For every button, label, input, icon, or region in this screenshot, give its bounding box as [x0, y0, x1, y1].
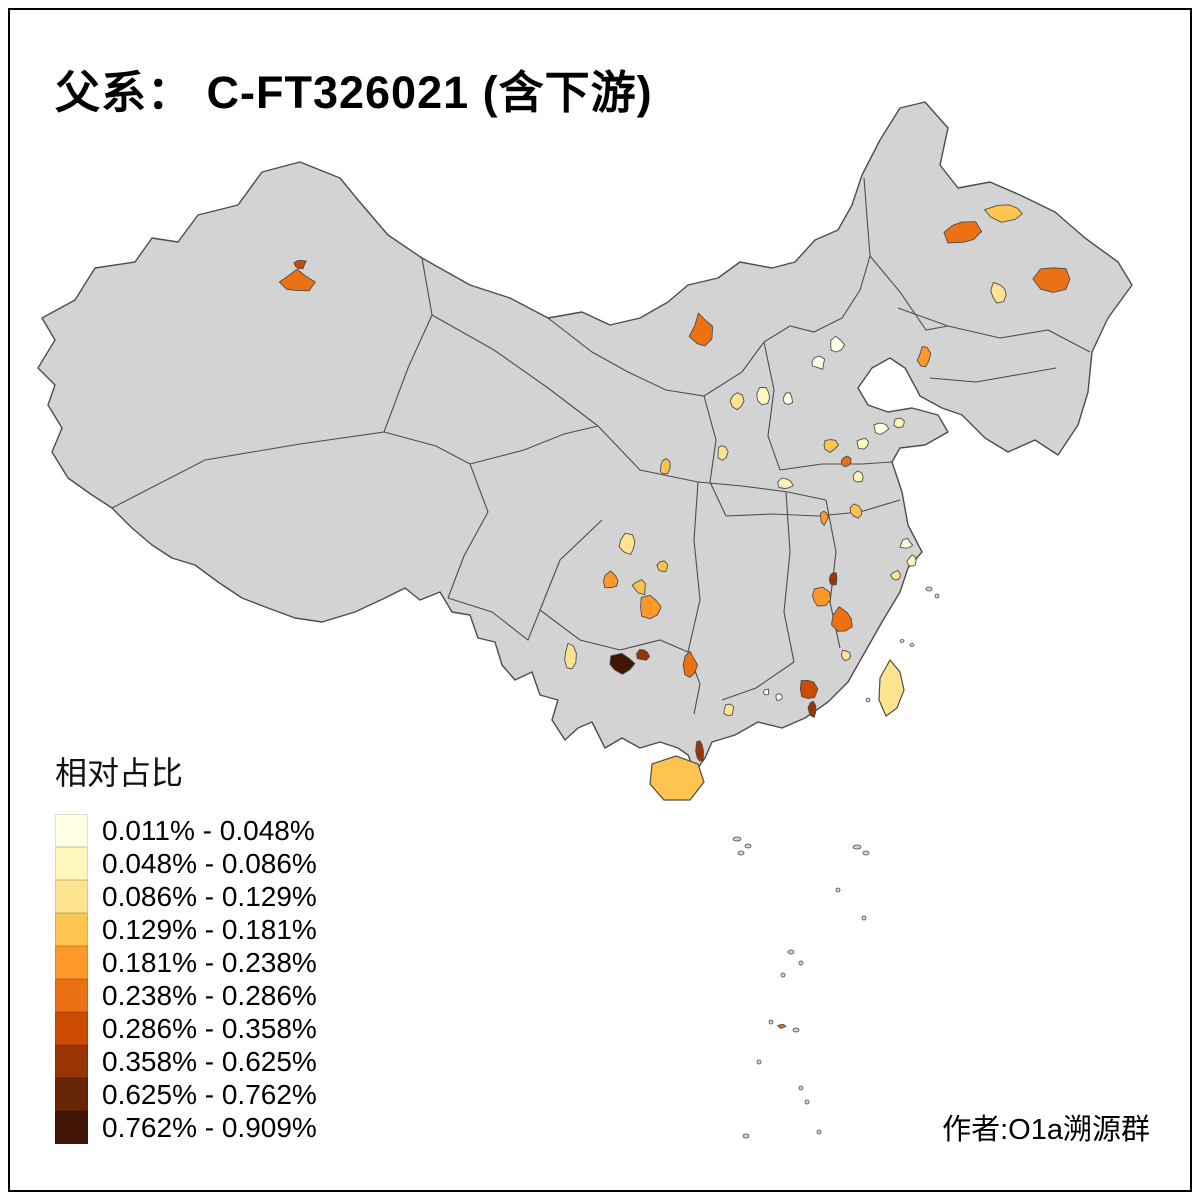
legend-label: 0.286% - 0.358% — [102, 1012, 317, 1044]
legend-label: 0.086% - 0.129% — [102, 880, 317, 912]
choropleth-region — [799, 679, 819, 699]
legend-entry: 0.358% - 0.625% — [55, 1045, 317, 1078]
legend-swatch — [55, 880, 88, 913]
choropleth-region — [1032, 267, 1071, 293]
hainan-island — [649, 755, 705, 801]
choropleth-region — [717, 445, 729, 461]
legend-entries: 0.011% - 0.048% 0.048% - 0.086% 0.086% - 0… — [55, 814, 317, 1144]
choropleth-region — [811, 355, 826, 370]
choropleth-region — [723, 703, 735, 717]
legend-entry: 0.762% - 0.909% — [55, 1111, 317, 1144]
choropleth-region — [631, 579, 646, 595]
choropleth-region — [830, 335, 846, 353]
choropleth-region — [756, 386, 771, 406]
legend-entry: 0.086% - 0.129% — [55, 880, 317, 913]
legend-swatch — [55, 814, 88, 847]
legend-label: 0.181% - 0.238% — [102, 946, 317, 978]
choropleth-region — [852, 470, 864, 483]
choropleth-region — [840, 455, 852, 468]
choropleth-region — [984, 204, 1023, 223]
choropleth-region — [873, 422, 890, 435]
legend-label: 0.011% - 0.048% — [102, 814, 315, 846]
choropleth-region — [777, 1023, 787, 1029]
choropleth-region — [831, 606, 853, 632]
choropleth-region — [688, 312, 714, 347]
legend-entry: 0.238% - 0.286% — [55, 979, 317, 1012]
taiwan-island — [878, 658, 905, 717]
legend-label: 0.762% - 0.909% — [102, 1111, 317, 1143]
legend-swatch — [55, 979, 88, 1012]
legend-swatch — [55, 1045, 88, 1078]
legend-swatch — [55, 913, 88, 946]
choropleth-region — [990, 281, 1007, 304]
legend: 相对占比 0.011% - 0.048% 0.048% - 0.086% 0.086… — [55, 748, 317, 1144]
legend-swatch — [55, 1012, 88, 1045]
choropleth-region — [775, 693, 783, 701]
choropleth-region — [695, 740, 704, 762]
legend-swatch — [55, 1078, 88, 1111]
legend-label: 0.048% - 0.086% — [102, 847, 317, 879]
choropleth-region — [812, 586, 832, 607]
choropleth-region — [849, 503, 863, 519]
small-islands — [732, 586, 940, 1139]
author-credit: 作者:O1a溯源群 — [942, 1114, 1150, 1146]
legend-swatch — [55, 847, 88, 880]
choropleth-region — [820, 510, 829, 526]
province-borders — [111, 177, 1091, 715]
choropleth-region — [609, 652, 636, 675]
legend-label: 0.129% - 0.181% — [102, 913, 317, 945]
legend-label: 0.358% - 0.625% — [102, 1045, 317, 1077]
legend-label: 0.238% - 0.286% — [102, 979, 317, 1011]
choropleth-region — [893, 417, 905, 429]
choropleth-region — [823, 439, 840, 453]
choropleth-region — [916, 346, 932, 368]
choropleth-region — [682, 650, 699, 678]
choropleth-region — [293, 259, 307, 269]
choropleth-region — [899, 537, 914, 549]
choropleth-region — [636, 649, 651, 661]
choropleth-region — [618, 532, 636, 555]
choropleth-regions — [278, 204, 1071, 1029]
choropleth-region — [906, 554, 917, 567]
choropleth-region — [659, 457, 671, 475]
choropleth-region — [777, 477, 794, 489]
choropleth-region — [841, 649, 851, 662]
legend-swatch — [55, 1111, 88, 1144]
legend-entry: 0.181% - 0.238% — [55, 946, 317, 979]
choropleth-region — [564, 642, 577, 670]
legend-entry: 0.011% - 0.048% — [55, 814, 317, 847]
choropleth-region — [278, 268, 316, 292]
choropleth-region — [729, 392, 745, 411]
legend-entry: 0.048% - 0.086% — [55, 847, 317, 880]
legend-label: 0.625% - 0.762% — [102, 1078, 317, 1110]
legend-title: 相对占比 — [55, 755, 184, 791]
china-mainland — [37, 101, 1133, 773]
choropleth-region — [856, 437, 869, 450]
choropleth-region — [763, 688, 770, 696]
legend-swatch — [55, 946, 88, 979]
choropleth-region — [603, 570, 619, 589]
choropleth-region — [782, 392, 794, 405]
choropleth-region — [828, 572, 838, 586]
choropleth-region — [640, 594, 662, 620]
legend-entry: 0.129% - 0.181% — [55, 913, 317, 946]
choropleth-region — [943, 221, 983, 244]
choropleth-region — [807, 700, 817, 718]
choropleth-region — [656, 560, 668, 573]
legend-entry: 0.286% - 0.358% — [55, 1012, 317, 1045]
choropleth-region — [890, 569, 901, 581]
legend-entry: 0.625% - 0.762% — [55, 1078, 317, 1111]
map-title: 父系： C-FT326021 (含下游) — [55, 67, 653, 118]
